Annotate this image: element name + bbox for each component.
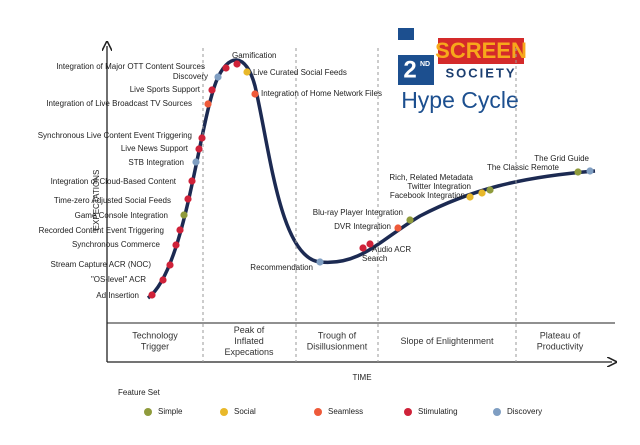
logo-screen: SCREEN: [435, 38, 527, 63]
phase-label: Technology Trigger: [132, 331, 178, 352]
feature-label: Search: [362, 254, 387, 263]
y-axis-label: EXPECTATIONS: [92, 170, 101, 231]
feature-dot: [184, 195, 192, 203]
feature-label: Twitter Integration: [407, 182, 471, 191]
logo-ordinal: 2: [403, 56, 416, 83]
logo: 2 ND SCREEN SOCIETY Hype Cycle: [398, 28, 527, 113]
logo-subtitle: Hype Cycle: [401, 87, 519, 113]
feature-dot: [359, 244, 367, 252]
legend-label: Seamless: [328, 407, 363, 416]
feature-label: Integration of Live Broadcast TV Sources: [46, 99, 192, 108]
feature-dot: [176, 226, 184, 234]
feature-dot: [172, 241, 180, 249]
feature-label: The Grid Guide: [534, 154, 589, 163]
legend-dot: [404, 408, 412, 416]
feature-label: DVR Integration: [334, 222, 391, 231]
feature-dot: [574, 168, 582, 176]
phase-label: Peak of Inflated Expecations: [224, 325, 274, 357]
feature-label: Discovery: [173, 72, 208, 81]
feature-dot: [195, 145, 203, 153]
feature-dot: [222, 64, 230, 72]
logo-suffix: ND: [420, 61, 430, 68]
feature-dot: [188, 177, 196, 185]
feature-dot: [486, 186, 494, 194]
phase-label: Slope of Enlightenment: [400, 336, 494, 346]
phase-label: Plateau of Productivity: [537, 331, 584, 352]
logo-box: [398, 55, 434, 85]
feature-label: Integration of Cloud-Based Content: [51, 177, 177, 186]
feature-dot: [406, 216, 414, 224]
logo-mark: [398, 28, 414, 40]
logo-society: SOCIETY: [445, 65, 516, 80]
feature-dot: [214, 73, 222, 81]
feature-label: Recommendation: [250, 263, 313, 272]
feature-dot: [316, 258, 324, 266]
feature-label: Blu-ray Player Integration: [313, 208, 403, 217]
feature-dot: [208, 86, 216, 94]
logo-screen-box: [438, 38, 524, 64]
feature-label: Integration of Home Network Files: [261, 89, 382, 98]
feature-dot: [198, 134, 206, 142]
feature-dot: [166, 261, 174, 269]
legend-label: Discovery: [507, 407, 542, 416]
legend-title: Feature Set: [118, 388, 161, 397]
feature-label: Audio ACR: [372, 245, 411, 254]
legend-dot: [314, 408, 322, 416]
legend-label: Simple: [158, 407, 183, 416]
feature-dot: [192, 158, 200, 166]
feature-label: Live News Support: [121, 144, 189, 153]
feature-dot: [159, 276, 167, 284]
legend-dot: [493, 408, 501, 416]
feature-dot: [251, 90, 259, 98]
feature-label: Facebook Integration: [390, 191, 465, 200]
feature-label: Gamification: [232, 51, 276, 60]
feature-label: Integration of Major OTT Content Sources: [56, 62, 205, 71]
legend-label: Stimulating: [418, 407, 458, 416]
feature-label: Game Console Integration: [75, 211, 168, 220]
feature-dot: [478, 189, 486, 197]
phase-label: Trough of Disillusionment: [307, 331, 368, 352]
feature-dot: [366, 240, 374, 248]
feature-label: The Classic Remote: [487, 163, 560, 172]
feature-label: Synchronous Commerce: [72, 240, 161, 249]
feature-dot: [180, 211, 188, 219]
feature-label: Ad Insertion: [96, 291, 139, 300]
feature-label: Synchronous Live Content Event Triggerin…: [38, 131, 192, 140]
legend-dot: [144, 408, 152, 416]
feature-dot: [394, 224, 402, 232]
feature-dot: [148, 291, 156, 299]
feature-label: STB Integration: [128, 158, 184, 167]
feature-label: Stream Capture ACR (NOC): [51, 260, 152, 269]
feature-dot: [233, 60, 241, 68]
feature-label: Rich, Related Metadata: [389, 173, 473, 182]
feature-dot: [586, 167, 594, 175]
feature-label: Live Curated Social Feeds: [253, 68, 347, 77]
x-axis-label: TIME: [352, 373, 371, 382]
feature-label: Time-zero Adjusted Social Feeds: [54, 196, 171, 205]
feature-dot: [466, 193, 474, 201]
feature-label: Recorded Content Event Triggering: [39, 226, 164, 235]
legend-label: Social: [234, 407, 256, 416]
feature-dot: [204, 100, 212, 108]
legend-dot: [220, 408, 228, 416]
feature-dot: [243, 68, 251, 76]
feature-label: "OS-level" ACR: [91, 275, 146, 284]
feature-label: Live Sports Support: [130, 85, 201, 94]
